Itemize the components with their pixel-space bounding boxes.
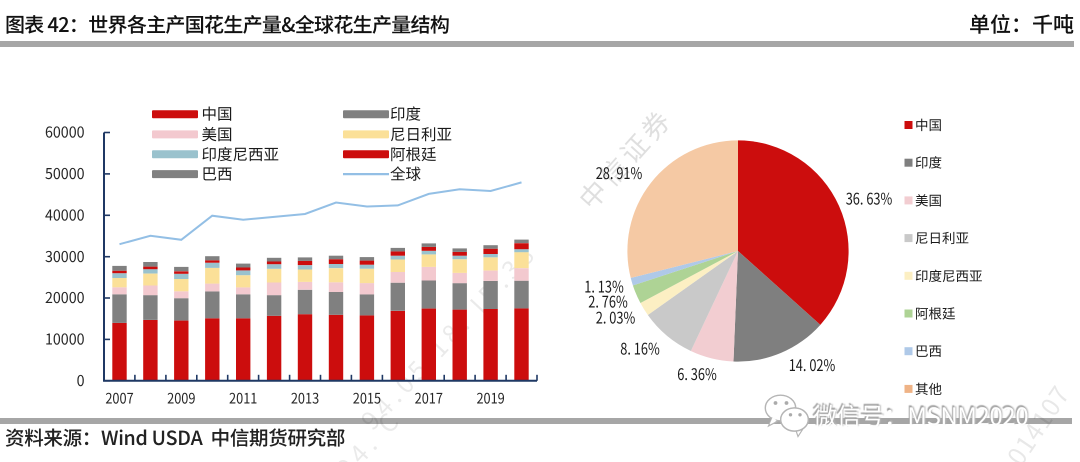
svg-text:巴西: 巴西 — [202, 163, 233, 185]
svg-text:28. 91%: 28. 91% — [596, 161, 643, 184]
svg-text:40000: 40000 — [45, 204, 84, 226]
svg-text:中国: 中国 — [915, 114, 942, 134]
svg-text:印度尼西亚: 印度尼西亚 — [915, 265, 983, 285]
svg-text:14. 02%: 14. 02% — [789, 353, 836, 376]
svg-text:2. 03%: 2. 03% — [596, 306, 635, 329]
svg-text:中国: 中国 — [202, 103, 233, 125]
svg-text:其他: 其他 — [915, 378, 942, 398]
svg-text:2019: 2019 — [476, 387, 504, 408]
svg-text:6. 36%: 6. 36% — [677, 362, 716, 385]
svg-text:2017: 2017 — [415, 387, 443, 408]
svg-text:2015: 2015 — [353, 387, 381, 408]
svg-text:50000: 50000 — [45, 163, 84, 185]
svg-text:尼日利亚: 尼日利亚 — [915, 227, 969, 247]
svg-text:2. 76%: 2. 76% — [588, 290, 627, 313]
svg-text:尼日利亚: 尼日利亚 — [390, 123, 452, 145]
svg-text:印度: 印度 — [390, 103, 421, 125]
svg-text:阿根廷: 阿根廷 — [390, 143, 437, 165]
svg-text:全球: 全球 — [390, 163, 422, 185]
svg-text:1. 13%: 1. 13% — [584, 275, 623, 298]
svg-text:60000: 60000 — [45, 121, 84, 143]
svg-text:印度: 印度 — [915, 152, 942, 172]
svg-text:2011: 2011 — [229, 387, 257, 408]
svg-text:2007: 2007 — [105, 387, 133, 408]
svg-text:美国: 美国 — [915, 189, 942, 209]
svg-text:0: 0 — [77, 370, 85, 392]
svg-text:2009: 2009 — [167, 387, 195, 408]
svg-text:阿根廷: 阿根廷 — [915, 303, 956, 323]
svg-text:10000: 10000 — [45, 328, 84, 350]
svg-text:30000: 30000 — [45, 245, 84, 267]
svg-text:36. 63%: 36. 63% — [846, 187, 893, 210]
svg-text:巴西: 巴西 — [915, 340, 942, 360]
svg-text:2013: 2013 — [291, 387, 319, 408]
svg-text:美国: 美国 — [202, 123, 233, 145]
svg-text:8. 16%: 8. 16% — [620, 337, 659, 360]
svg-text:20000: 20000 — [45, 287, 84, 309]
svg-text:印度尼西亚: 印度尼西亚 — [202, 143, 280, 165]
